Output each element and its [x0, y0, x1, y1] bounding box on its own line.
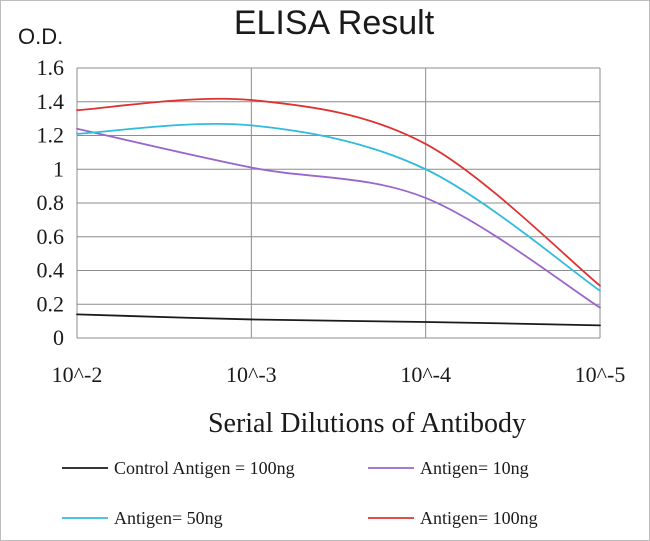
legend-label: Antigen= 50ng [114, 508, 223, 528]
x-tick-label: 10^-2 [52, 362, 103, 387]
legend: Control Antigen = 100ng Antigen= 10ng Anti… [62, 458, 538, 528]
y-tick-label: 0 [53, 325, 64, 350]
y-tick-label: 1.4 [37, 89, 65, 114]
y-tick-label: 0.4 [37, 258, 65, 283]
x-tick-labels: 10^-2 10^-3 10^-4 10^-5 [52, 362, 626, 387]
y-axis-label: O.D. [18, 24, 63, 49]
y-tick-label: 1.2 [37, 123, 65, 148]
x-tick-label: 10^-5 [575, 362, 626, 387]
y-tick-label: 0.6 [37, 224, 65, 249]
chart-title: ELISA Result [234, 4, 435, 42]
legend-label: Control Antigen = 100ng [114, 458, 295, 478]
y-tick-labels: 1.6 1.4 1.2 1 0.8 0.6 0.4 0.2 0 [37, 55, 65, 350]
y-tick-label: 1 [53, 156, 64, 181]
legend-label: Antigen= 10ng [420, 458, 529, 478]
series-line [76, 127, 601, 309]
series-line [76, 122, 601, 292]
grid-lines [76, 67, 601, 339]
x-tick-label: 10^-3 [226, 362, 277, 387]
y-tick-label: 0.2 [37, 291, 65, 316]
legend-label: Antigen= 100ng [420, 508, 538, 528]
x-axis-label: Serial Dilutions of Antibody [208, 408, 526, 439]
y-tick-label: 1.6 [37, 55, 65, 80]
series-line [76, 313, 601, 327]
y-tick-label: 0.8 [37, 190, 65, 215]
x-tick-label: 10^-4 [400, 362, 451, 387]
series-lines [76, 97, 601, 327]
series-line [76, 97, 601, 287]
